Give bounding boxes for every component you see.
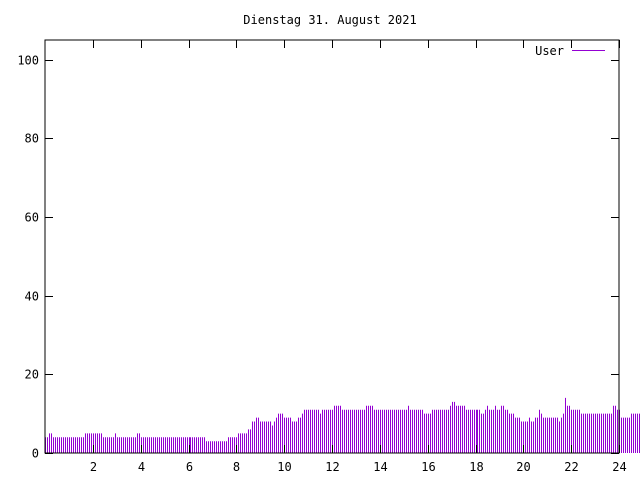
x-tick-label: 20 [516, 460, 530, 474]
x-tick-label: 10 [277, 460, 291, 474]
x-tick-label: 14 [373, 460, 387, 474]
legend-label: User [535, 44, 564, 58]
x-tick-label: 6 [186, 460, 193, 474]
y-tick-label: 20 [25, 368, 39, 382]
y-tick-label: 60 [25, 211, 39, 225]
x-tick-label: 18 [469, 460, 483, 474]
x-tick-label: 12 [325, 460, 339, 474]
x-tick-label: 8 [233, 460, 240, 474]
x-tick-label: 22 [564, 460, 578, 474]
chart-title: Dienstag 31. August 2021 [243, 13, 416, 27]
x-tick-label: 4 [138, 460, 145, 474]
plot-frame [44, 39, 620, 454]
legend: User [535, 44, 605, 58]
bars-layer [45, 397, 640, 453]
x-tick-label: 2 [90, 460, 97, 474]
y-tick-label: 80 [25, 132, 39, 146]
y-tick-label: 40 [25, 290, 39, 304]
y-tick-label: 100 [17, 54, 39, 68]
y-tick-label: 0 [32, 447, 39, 461]
x-tick-label: 16 [421, 460, 435, 474]
x-tick-label: 24 [612, 460, 626, 474]
